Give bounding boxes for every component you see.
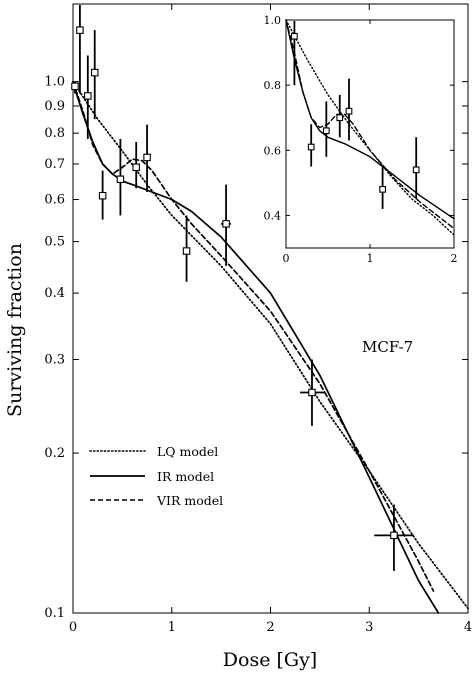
main-y-tick-label: 0.8 bbox=[44, 126, 65, 141]
inset-x-tick-label: 1 bbox=[367, 252, 374, 265]
inset-data-point bbox=[322, 127, 330, 135]
main-data-point bbox=[390, 531, 398, 540]
inset-data-point bbox=[336, 114, 344, 122]
inset-data-point bbox=[412, 166, 420, 174]
main-y-tick-label: 0.2 bbox=[44, 446, 65, 461]
main-data-point bbox=[84, 92, 92, 100]
inset-vir-model-curve bbox=[285, 19, 455, 230]
main-y-tick-label: 0.5 bbox=[44, 235, 65, 250]
x-axis-label: Dose [Gy] bbox=[223, 649, 317, 671]
main-data-point bbox=[71, 82, 79, 91]
main-data-points bbox=[71, 5, 414, 571]
main-data-point bbox=[98, 191, 107, 200]
inset-data-points bbox=[291, 21, 420, 209]
main-model-curves bbox=[72, 80, 469, 614]
main-y-tick-label: 0.3 bbox=[44, 352, 65, 367]
legend: LQ model IR model VIR model bbox=[89, 444, 223, 508]
inset-data-point bbox=[345, 107, 353, 115]
inset-data-point bbox=[307, 143, 315, 151]
main-data-point bbox=[308, 388, 316, 397]
main-axis-ticks: 0 1 2 3 4 0.1 0.2 0.3 0.4 0.5 0.6 0.7 0.8 0.9 1.0 bbox=[44, 4, 472, 635]
main-lq-model-curve bbox=[72, 80, 469, 610]
main-x-tick-label: 1 bbox=[168, 620, 176, 635]
main-x-tick-label: 0 bbox=[69, 620, 77, 635]
main-data-point bbox=[182, 247, 191, 255]
legend-vir-label: VIR model bbox=[156, 493, 223, 508]
cell-line-annotation: MCF-7 bbox=[362, 338, 413, 356]
main-y-tick-label: 0.6 bbox=[44, 193, 65, 208]
inset-plot: 0 1 2 0.4 0.6 0.8 1.0 bbox=[264, 14, 458, 265]
main-x-tick-label: 3 bbox=[365, 620, 373, 635]
main-x-tick-label: 4 bbox=[464, 620, 472, 635]
inset-data-point bbox=[291, 32, 298, 40]
inset-x-tick-label: 2 bbox=[451, 252, 458, 265]
main-y-tick-label: 0.7 bbox=[44, 157, 65, 172]
main-data-point bbox=[143, 153, 151, 162]
legend-lq-label: LQ model bbox=[157, 444, 218, 459]
inset-x-tick-label: 0 bbox=[283, 252, 290, 265]
y-axis-label: Surviving fraction bbox=[4, 243, 26, 417]
main-data-point bbox=[76, 26, 84, 34]
main-vir-model-curve bbox=[72, 80, 435, 592]
inset-y-tick-label: 0.8 bbox=[264, 79, 282, 92]
main-data-point bbox=[132, 163, 140, 172]
inset-y-tick-label: 1.0 bbox=[264, 14, 282, 27]
main-y-tick-label: 0.4 bbox=[44, 286, 65, 301]
main-x-tick-label: 2 bbox=[266, 620, 274, 635]
inset-data-point bbox=[379, 186, 386, 193]
main-data-point bbox=[90, 68, 99, 77]
main-data-point bbox=[222, 220, 230, 228]
main-data-point bbox=[116, 175, 125, 184]
main-plot: 0 1 2 3 4 0.1 0.2 0.3 0.4 0.5 0.6 0.7 0.8 0.9 1.0 Dose… bbox=[4, 3, 472, 671]
inset-axis-ticks: 0 1 2 0.4 0.6 0.8 1.0 bbox=[264, 14, 458, 265]
inset-y-tick-label: 0.4 bbox=[264, 209, 282, 222]
main-y-tick-label: 0.1 bbox=[44, 606, 65, 621]
legend-ir-label: IR model bbox=[157, 469, 214, 484]
main-y-tick-label: 1.0 bbox=[44, 75, 65, 90]
inset-y-tick-label: 0.6 bbox=[264, 144, 282, 157]
main-y-tick-label: 0.9 bbox=[44, 99, 65, 114]
